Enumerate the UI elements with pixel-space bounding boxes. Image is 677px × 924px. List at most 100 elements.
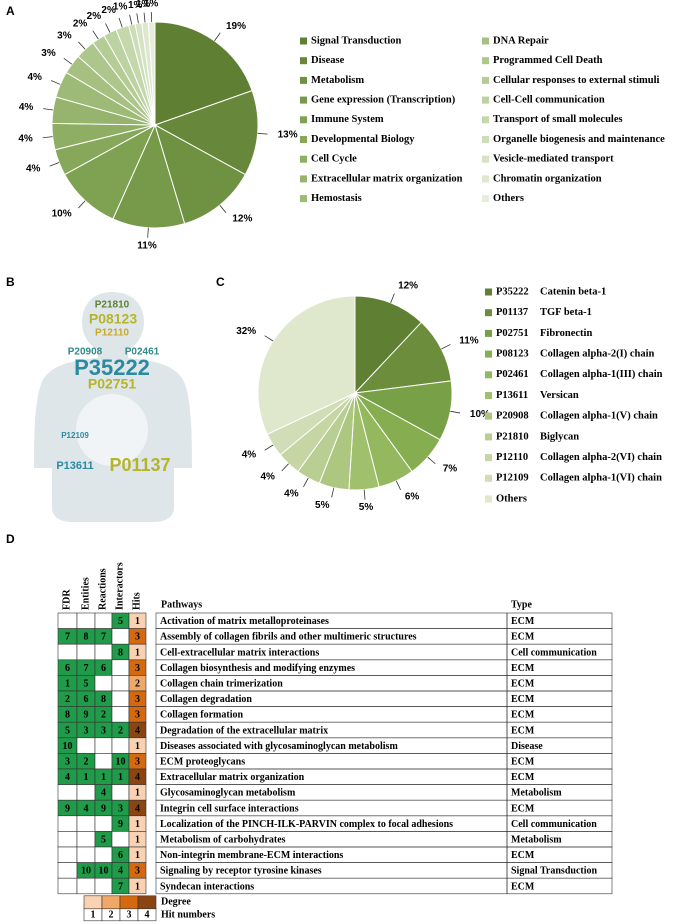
legend-code: P12110 xyxy=(496,452,528,463)
column-header: Hits xyxy=(131,592,142,610)
hits-value: 3 xyxy=(135,866,140,877)
value-label: 1% xyxy=(144,0,159,10)
legend-label: Signal Transduction xyxy=(311,35,402,46)
leader-line xyxy=(363,489,366,500)
column-header: Entities xyxy=(80,577,91,610)
panel-label: C xyxy=(216,275,225,289)
rank-value: 6 xyxy=(84,694,89,705)
type: Disease xyxy=(511,741,543,752)
value-label: 12% xyxy=(398,281,418,292)
legend-label: Programmed Cell Death xyxy=(493,55,603,66)
rank-value: 5 xyxy=(65,725,70,736)
hits-value: 1 xyxy=(135,616,140,627)
legend-swatch xyxy=(482,195,489,203)
rank-value: 10 xyxy=(99,866,109,877)
rank-cell xyxy=(94,643,113,661)
legend-swatch xyxy=(485,412,492,420)
rank-value: 7 xyxy=(101,632,106,643)
leader-line xyxy=(303,477,309,487)
leader-line xyxy=(42,136,53,139)
leader-line xyxy=(395,480,401,490)
column-header: Type xyxy=(511,599,532,610)
word: P21810 xyxy=(95,300,130,311)
legend-swatch xyxy=(485,474,492,482)
value-label: 1% xyxy=(128,0,143,11)
degree-label: Degree xyxy=(161,897,191,908)
legend-label: Biglycan xyxy=(540,431,579,442)
column-header: FDR xyxy=(61,589,72,610)
value-label: 32% xyxy=(236,326,256,337)
word: P13611 xyxy=(56,460,93,472)
hit-number: 1 xyxy=(91,910,96,921)
legend-code: P01137 xyxy=(496,307,528,318)
pathway: Signaling by receptor tyrosine kinases xyxy=(160,866,322,877)
type: ECM xyxy=(511,725,535,736)
word: P12109 xyxy=(61,431,89,440)
legend-label: Developmental Biology xyxy=(311,134,415,145)
legend-label: Versican xyxy=(540,390,579,401)
hits-cell xyxy=(128,877,147,895)
type: ECM xyxy=(511,663,535,674)
leader-line xyxy=(136,13,139,24)
rank-cell xyxy=(111,831,130,848)
pie-slice xyxy=(153,90,259,176)
hit-number: 3 xyxy=(127,910,132,921)
legend-label: Collagen alpha-1(VI) chain xyxy=(540,473,662,484)
leader-line xyxy=(331,487,335,498)
rank-cell xyxy=(76,784,96,801)
word: P08123 xyxy=(89,311,137,327)
pathway: Assembly of collagen fibrils and other m… xyxy=(160,632,417,643)
rank-value: 8 xyxy=(65,710,70,721)
rank-value: 5 xyxy=(84,678,89,689)
hits-value: 1 xyxy=(135,741,140,752)
legend-swatch xyxy=(482,136,489,143)
hits-value: 1 xyxy=(135,881,140,892)
legend-label: TGF beta-1 xyxy=(540,307,592,318)
type: Metabolism xyxy=(511,788,562,799)
type: ECM xyxy=(511,616,535,627)
value-label: 3% xyxy=(41,48,56,59)
type: ECM xyxy=(511,850,535,861)
hit-number-cell xyxy=(137,908,157,922)
rank-cell xyxy=(57,831,78,848)
value-label: 4% xyxy=(242,449,257,460)
pathway: Non-integrin membrane-ECM interactions xyxy=(160,850,343,861)
column-header: Reactions xyxy=(97,568,108,610)
value-label: 4% xyxy=(26,164,41,175)
value-label: 13% xyxy=(278,129,298,140)
rank-cell xyxy=(57,846,78,863)
legend-label: Catenin beta-1 xyxy=(540,286,606,297)
legend-label: Organelle biogenesis and maintenance xyxy=(493,134,665,145)
rank-cell xyxy=(76,643,96,661)
rank-cell xyxy=(111,628,130,645)
word: P02751 xyxy=(88,376,136,392)
rank-value: 2 xyxy=(65,694,70,705)
value-label: 4% xyxy=(260,471,275,482)
value-label: 6% xyxy=(405,492,420,503)
pie-slice xyxy=(354,295,423,395)
rank-value: 10 xyxy=(116,756,126,767)
legend-swatch xyxy=(485,392,492,399)
rank-value: 1 xyxy=(118,772,123,783)
pie-slice xyxy=(154,21,253,126)
column-header: Pathways xyxy=(161,599,202,610)
word: P01137 xyxy=(109,455,170,475)
leader-line xyxy=(281,463,289,472)
hits-value: 4 xyxy=(135,725,140,736)
legend-swatch xyxy=(300,155,307,163)
leader-line xyxy=(427,456,436,465)
pathway: Degradation of the extracellular matrix xyxy=(160,725,328,736)
leader-line xyxy=(49,162,60,167)
leader-line xyxy=(264,335,274,342)
value-label: 19% xyxy=(226,21,246,32)
legend-code: P08123 xyxy=(496,349,529,360)
rank-cell xyxy=(94,815,113,832)
hits-value: 3 xyxy=(135,694,140,705)
value-label: 2% xyxy=(73,19,88,30)
legend-label: DNA Repair xyxy=(493,35,549,46)
rank-cell xyxy=(94,753,113,770)
rank-value: 9 xyxy=(84,710,89,721)
leader-line xyxy=(143,12,146,23)
hits-value: 1 xyxy=(135,850,140,861)
legend-swatch xyxy=(485,454,492,462)
